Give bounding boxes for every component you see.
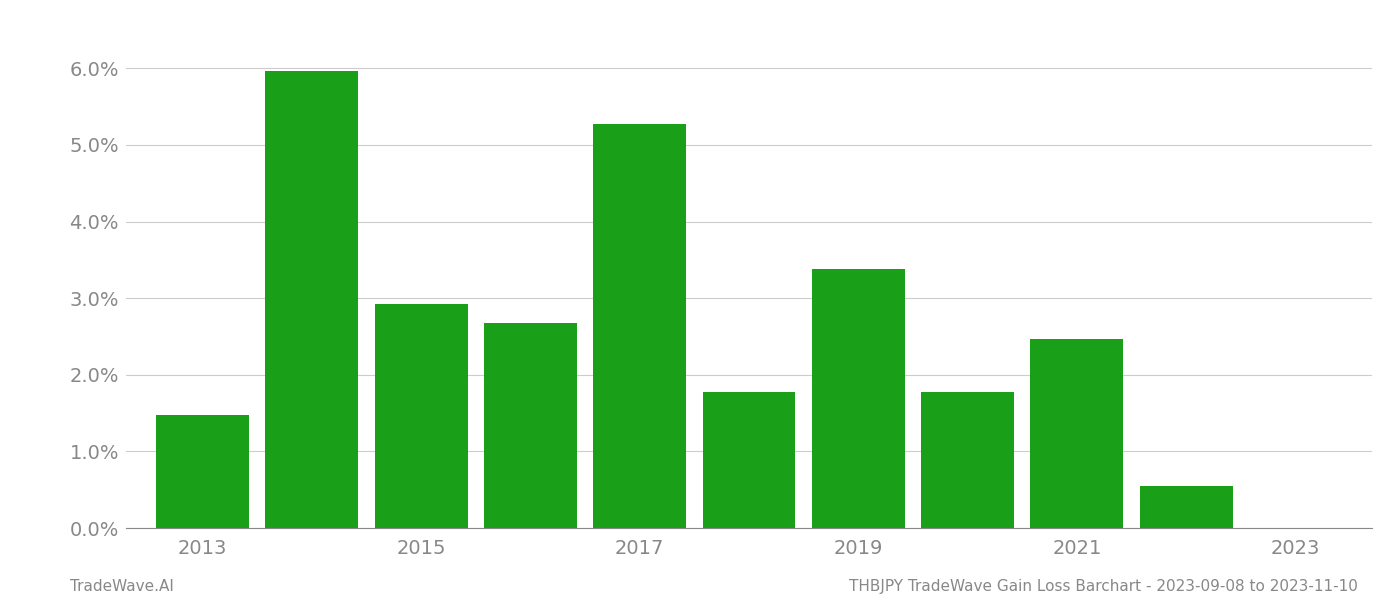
Bar [375,304,468,528]
Bar [484,323,577,528]
Bar [1030,339,1123,528]
Bar [266,71,358,528]
Bar [594,124,686,528]
Text: THBJPY TradeWave Gain Loss Barchart - 2023-09-08 to 2023-11-10: THBJPY TradeWave Gain Loss Barchart - 20… [850,579,1358,594]
Bar [703,392,795,528]
Bar [155,415,249,528]
Text: TradeWave.AI: TradeWave.AI [70,579,174,594]
Bar [812,269,904,528]
Bar [1140,486,1232,528]
Bar [921,392,1014,528]
